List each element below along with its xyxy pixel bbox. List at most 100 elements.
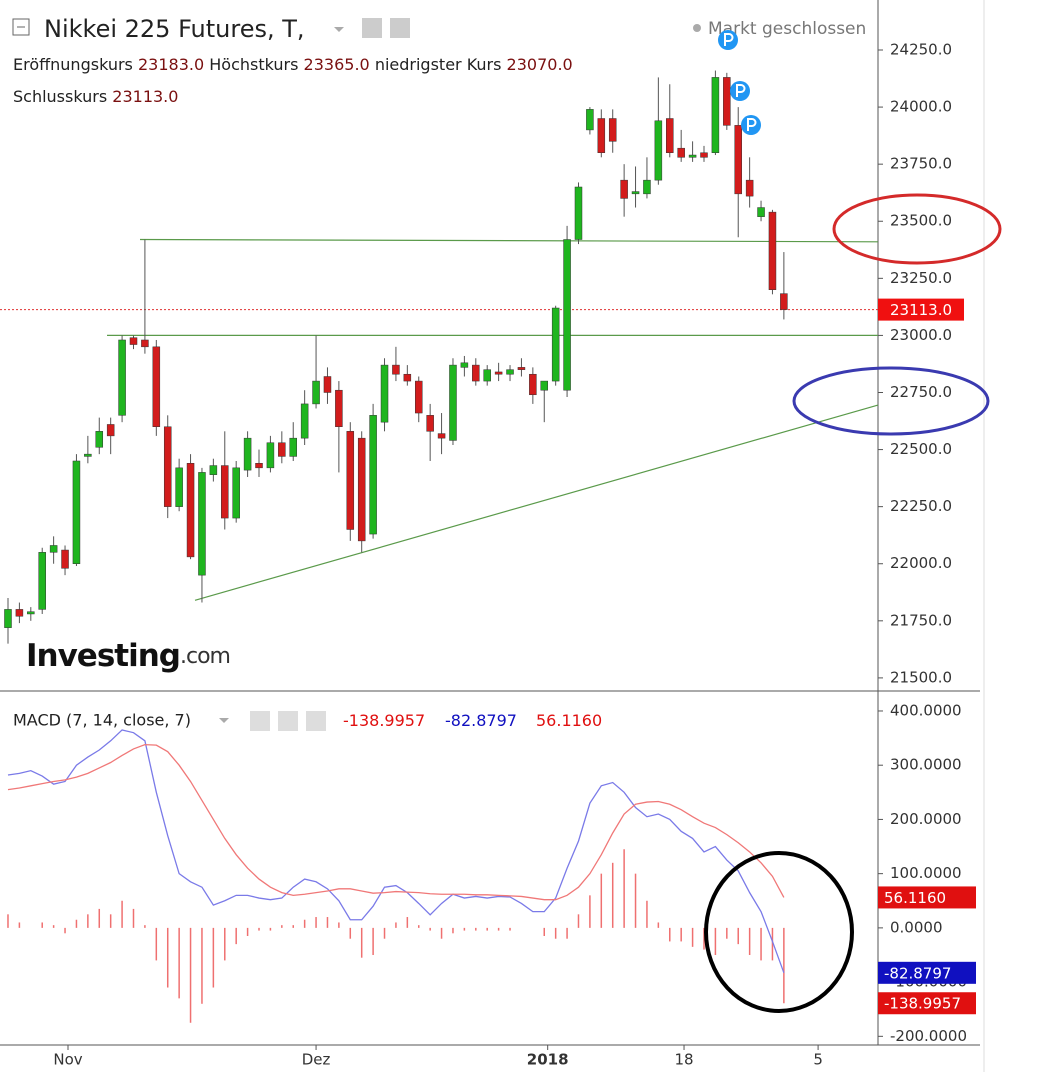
candle-body [335, 389, 343, 427]
y-tick-label: 23250.0 [890, 269, 952, 287]
watermark-brand: Investing [26, 638, 180, 674]
dropdown-icon[interactable] [334, 27, 344, 32]
y-tick-label: 0.0000 [890, 918, 943, 936]
x-tick-label: 2018 [527, 1051, 569, 1069]
y-tick-label: 200.0000 [890, 810, 962, 828]
candle-body [666, 118, 674, 153]
candle-body [608, 118, 617, 142]
ohlc-value: 23365.0 [304, 55, 370, 74]
candle-body [654, 120, 663, 181]
y-tick-label: 21500.0 [890, 668, 952, 686]
candle-body [27, 611, 35, 615]
candle-body [426, 415, 434, 432]
candle-body [780, 293, 788, 310]
chart-title: Nikkei 225 Futures, T, [44, 15, 305, 43]
candle-body [380, 364, 389, 423]
ohlc-name: Schlusskurs [13, 87, 107, 106]
ohlc-name: Höchstkurs [209, 55, 298, 74]
candle-body [141, 339, 149, 348]
candle-body [4, 609, 12, 628]
ohlc-value: 23070.0 [507, 55, 573, 74]
settings-icon[interactable] [390, 18, 410, 38]
value-box-label: -82.8797 [884, 964, 951, 982]
value-box [878, 961, 976, 984]
candle-body [312, 380, 320, 405]
collapse-icon[interactable] [12, 18, 30, 36]
candle-body [403, 373, 412, 382]
y-tick-label: 22250.0 [890, 497, 952, 515]
x-tick-label: 5 [813, 1051, 823, 1069]
macd-value: -82.8797 [445, 711, 517, 730]
ohlc-name: niedrigster Kurs [375, 55, 502, 74]
candle-body [61, 549, 69, 569]
candle-body [757, 207, 765, 217]
candle-body [346, 431, 355, 530]
candle-body [369, 415, 377, 535]
candle-body [723, 77, 731, 126]
status-dot [693, 24, 701, 32]
candle-body [449, 364, 457, 441]
last-price-box [878, 298, 964, 321]
y-tick-label: 100.0000 [890, 864, 962, 882]
event-markers [718, 30, 761, 135]
dropdown-icon[interactable] [219, 718, 229, 723]
candle-body [620, 179, 628, 199]
y-tick-label: 22750.0 [890, 383, 952, 401]
indicator-values: -138.9957 -82.8797 56.1160 [343, 711, 602, 730]
ohlc-value: 23183.0 [138, 55, 204, 74]
candle-body [38, 552, 46, 610]
candle-body [437, 433, 446, 439]
candle-body [84, 453, 92, 457]
candle-body [278, 442, 286, 457]
y-tick-label: 23000.0 [890, 326, 952, 344]
candle-body [414, 380, 423, 414]
candle-body [586, 109, 594, 131]
candle-body [186, 463, 195, 558]
highlight-ellipse [832, 193, 1002, 265]
candle-body [506, 369, 514, 375]
value-box [878, 886, 976, 909]
candle-body [49, 545, 58, 553]
macd-line [7, 729, 785, 974]
settings-icon[interactable] [278, 711, 298, 731]
candle-body [472, 364, 480, 382]
candle-body [152, 346, 161, 427]
y-tick-label: 21750.0 [890, 611, 952, 629]
candle-body [688, 154, 697, 158]
y-tick-label: -200.0000 [890, 1027, 967, 1045]
candle-body [597, 118, 606, 153]
value-box-label: 56.1160 [884, 889, 946, 907]
candle-body [289, 437, 297, 457]
last-price-label: 23113.0 [890, 301, 952, 319]
candle-body [323, 376, 332, 393]
candle-body [198, 472, 206, 576]
x-tick-label: 18 [674, 1051, 693, 1069]
close-icon[interactable] [306, 711, 326, 731]
watermark: Investing.com [26, 638, 230, 674]
candle-body [255, 463, 263, 469]
y-tick-label: 22500.0 [890, 440, 952, 458]
candle-body [574, 186, 583, 240]
eye-icon[interactable] [362, 18, 382, 38]
candle-body [392, 364, 400, 375]
candle-body [517, 367, 526, 370]
candle-body [129, 337, 138, 345]
eye-icon[interactable] [250, 711, 270, 731]
candle-body [529, 373, 537, 396]
candle-body [72, 460, 81, 564]
ohlc-header: Eröffnungskurs 23183.0 Höchstkurs 23365.… [13, 55, 573, 74]
candle-body [540, 380, 549, 391]
market-status: Markt geschlossen [708, 19, 866, 39]
candle-body [643, 179, 651, 195]
candle-body [745, 179, 754, 197]
candle-body [734, 125, 742, 195]
y-tick-label: 23750.0 [890, 155, 952, 173]
y-tick-label: 24250.0 [890, 41, 952, 59]
watermark-suffix: .com [180, 644, 230, 669]
candle-body [711, 77, 720, 153]
ohlc-value: 23113.0 [112, 87, 178, 106]
x-tick-label: Dez [302, 1051, 331, 1069]
candle-body [232, 467, 240, 519]
